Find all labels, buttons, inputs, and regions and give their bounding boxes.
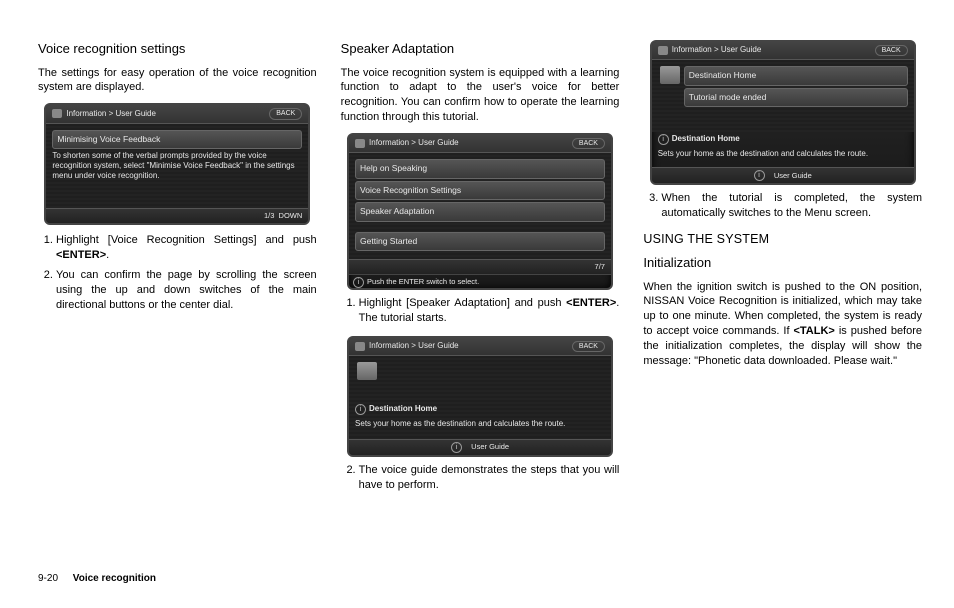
- column-3: Information > User Guide BACK Destinatio…: [643, 40, 922, 560]
- screen-body: Destination Home Tutorial mode ended: [652, 60, 914, 132]
- info-icon: Information > User Guide: [355, 341, 459, 352]
- screen-body: Help on Speaking Voice Recognition Setti…: [349, 153, 611, 259]
- screen-body: Minimising Voice Feedback To shorten som…: [46, 124, 308, 208]
- down-label: DOWN: [279, 211, 303, 220]
- voice-feedback-desc: To shorten some of the verbal prompts pr…: [52, 151, 302, 181]
- voice-recognition-settings-heading: Voice recognition settings: [38, 40, 317, 58]
- page-footer: 9-20 Voice recognition: [38, 573, 156, 584]
- screen-header: Information > User Guide BACK: [349, 135, 611, 153]
- col2-steps-2: The voice guide demonstrates the steps t…: [341, 463, 620, 493]
- tutorial-icon: [357, 362, 377, 380]
- speaker-adaptation-row: Speaker Adaptation: [355, 202, 605, 221]
- using-the-system-heading: USING THE SYSTEM: [643, 231, 922, 248]
- col2-step-1: Highlight [Speaker Adaptation] and push …: [359, 296, 620, 326]
- back-button: BACK: [572, 138, 605, 149]
- screen-tutorial-end: Information > User Guide BACK Destinatio…: [650, 40, 916, 185]
- screen-footer: 1/3 DOWN: [46, 208, 308, 223]
- col2-steps-1: Highlight [Speaker Adaptation] and push …: [341, 296, 620, 326]
- screen-body: iDestination Home Sets your home as the …: [349, 356, 611, 438]
- col1-body: The settings for easy operation of the v…: [38, 66, 317, 96]
- col2-body: The voice recognition system is equipped…: [341, 66, 620, 125]
- info-icon: Information > User Guide: [355, 138, 459, 149]
- manual-page: Voice recognition settings The settings …: [0, 0, 954, 584]
- dest-home-info: iDestination Home: [658, 134, 908, 145]
- col1-step-2: You can confirm the page by scrolling th…: [56, 268, 317, 313]
- col2-step-2: The voice guide demonstrates the steps t…: [359, 463, 620, 493]
- speaker-adaptation-heading: Speaker Adaptation: [341, 40, 620, 58]
- page-number: 9-20: [38, 573, 58, 584]
- col1-steps: Highlight [Voice Recognition Settings] a…: [38, 233, 317, 313]
- col3-steps: When the tutorial is completed, the syst…: [643, 191, 922, 221]
- initialization-body: When the ignition switch is pushed to th…: [643, 280, 922, 369]
- screen-footer: i User Guide: [349, 439, 611, 455]
- back-button: BACK: [269, 108, 302, 119]
- tutorial-icon: [660, 66, 680, 84]
- minimise-voice-feedback-row: Minimising Voice Feedback: [52, 130, 302, 149]
- screen-header: Information > User Guide BACK: [349, 338, 611, 356]
- section-name: Voice recognition: [73, 573, 156, 584]
- info-icon: Information > User Guide: [52, 109, 156, 120]
- screen-header: Information > User Guide BACK: [652, 42, 914, 60]
- info-bullet-icon: i: [451, 442, 462, 453]
- screen-footer: i User Guide: [652, 167, 914, 183]
- column-2: Speaker Adaptation The voice recognition…: [341, 40, 620, 560]
- screen-tutorial-start: Information > User Guide BACK iDestinati…: [347, 336, 613, 457]
- dest-home-desc: Sets your home as the destination and ca…: [355, 419, 605, 429]
- footer-hint: iPush the ENTER switch to select.: [349, 274, 611, 288]
- column-1: Voice recognition settings The settings …: [38, 40, 317, 560]
- initialization-heading: Initialization: [643, 254, 922, 272]
- dest-home-info: iDestination Home: [355, 404, 605, 415]
- back-button: BACK: [572, 341, 605, 352]
- back-button: BACK: [875, 45, 908, 56]
- screen-voice-settings: Information > User Guide BACK Minimising…: [44, 103, 310, 225]
- screen-footer: 7/7: [349, 259, 611, 274]
- info-icon: Information > User Guide: [658, 45, 762, 56]
- help-on-speaking-row: Help on Speaking: [355, 159, 605, 178]
- screen-header: Information > User Guide BACK: [46, 105, 308, 123]
- getting-started-row: Getting Started: [355, 232, 605, 251]
- info-bullet-icon: i: [754, 170, 765, 181]
- page-indicator: 7/7: [595, 262, 605, 272]
- voice-recognition-settings-row: Voice Recognition Settings: [355, 181, 605, 200]
- dest-home-desc: Sets your home as the destination and ca…: [658, 149, 908, 159]
- col3-step-3: When the tutorial is completed, the syst…: [661, 191, 922, 221]
- page-indicator: 1/3: [264, 211, 274, 220]
- destination-home-row: Destination Home: [684, 66, 908, 85]
- tutorial-ended-row: Tutorial mode ended: [684, 88, 908, 107]
- screen-speaker-list: Information > User Guide BACK Help on Sp…: [347, 133, 613, 290]
- col1-step-1: Highlight [Voice Recognition Settings] a…: [56, 233, 317, 263]
